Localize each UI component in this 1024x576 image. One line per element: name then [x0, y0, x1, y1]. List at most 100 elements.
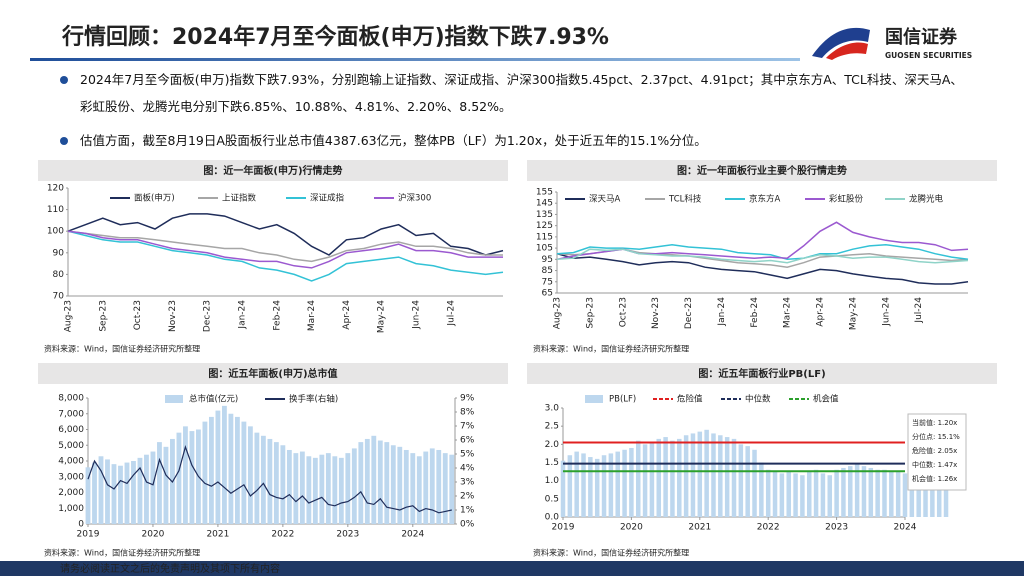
bar: [371, 435, 377, 524]
bar: [868, 467, 874, 517]
bar: [377, 440, 383, 524]
bar: [338, 457, 344, 524]
bar: [397, 446, 403, 524]
x-tick-label: Nov-23: [651, 297, 661, 329]
bar: [403, 449, 409, 524]
line: [556, 243, 969, 261]
bar: [267, 438, 273, 524]
y-tick-label: 4,000: [58, 457, 84, 467]
y2-tick-label: 6%: [460, 436, 475, 446]
y-tick-label: 105: [536, 244, 553, 254]
y2-tick-label: 5%: [460, 450, 475, 460]
bar: [916, 471, 921, 517]
bar: [697, 431, 703, 517]
bar: [364, 438, 370, 524]
y-tick-label: 7,000: [58, 409, 84, 419]
x-tick-label: Jul-24: [446, 300, 456, 327]
bar: [332, 456, 338, 524]
bar: [124, 462, 130, 524]
bar: [827, 475, 833, 517]
bar: [786, 471, 791, 517]
line: [67, 230, 504, 282]
x-tick-label: Aug-23: [64, 300, 74, 332]
bar: [574, 451, 579, 517]
bar: [312, 457, 318, 524]
annotation: 危险值: 2.05x: [912, 446, 957, 455]
annotation: 机会值: 1.26x: [912, 474, 957, 483]
logo-name: 国信证券: [885, 26, 958, 48]
legend-label: 总市值(亿元): [189, 394, 238, 405]
y-tick-label: 100: [47, 227, 64, 237]
bar: [848, 466, 853, 517]
bar: [813, 469, 819, 517]
bar: [92, 462, 97, 524]
bar: [943, 473, 949, 517]
panel-title-bg: [38, 160, 508, 181]
x-tick-label: 2019: [552, 523, 575, 533]
panel-title-bg: [38, 363, 508, 384]
title-rule: [30, 58, 800, 61]
bar: [649, 442, 655, 517]
bar: [622, 449, 627, 517]
logo-sub: GUOSEN SECURITIES: [885, 51, 972, 60]
bar: [861, 466, 867, 517]
x-tick-label: Dec-23: [684, 297, 694, 329]
annotation: 当前值: 1.20x: [912, 418, 957, 427]
bar: [765, 469, 771, 517]
legend-label: TCL科技: [668, 194, 702, 205]
bar: [690, 433, 696, 517]
bar: [875, 469, 880, 517]
line: [67, 230, 503, 263]
legend-label: PB(LF): [609, 395, 636, 405]
x-tick-label: Jul-24: [914, 297, 924, 324]
bar: [105, 459, 110, 524]
y-tick-label: 125: [536, 221, 553, 231]
x-tick-label: Jun-24: [412, 300, 422, 330]
bar: [384, 442, 390, 524]
x-tick-label: 2024: [894, 523, 917, 533]
bar: [131, 461, 136, 524]
bar: [772, 471, 778, 517]
bar: [286, 449, 292, 524]
y2-tick-label: 7%: [460, 422, 475, 432]
chart-title: 图：近一年面板行业主要个股行情走势: [677, 164, 847, 177]
chart-title: 图：近一年面板(申万)行情走势: [203, 164, 342, 177]
panel-title-bg: [527, 160, 997, 181]
legend-label: 京东方A: [749, 194, 781, 205]
bar: [228, 413, 234, 524]
line: [67, 230, 503, 269]
x-tick-label: Jan-24: [717, 297, 727, 327]
bar: [247, 426, 253, 524]
bar: [635, 440, 641, 517]
x-tick-label: Feb-24: [272, 300, 282, 331]
legend-label: 面板(申万): [134, 193, 175, 204]
x-tick-label: 2022: [271, 530, 294, 540]
x-tick-label: Nov-23: [168, 300, 178, 332]
y-tick-label: 6,000: [58, 425, 84, 435]
x-tick-label: 2023: [336, 530, 359, 540]
legend-label: 深天马A: [589, 195, 621, 205]
y2-tick-label: 2%: [460, 492, 475, 502]
bar: [189, 431, 195, 524]
legend-label: 机会值: [813, 394, 839, 405]
y-tick-label: 155: [536, 188, 553, 198]
bullet-dot: [60, 137, 68, 145]
y-tick-label: 2.0: [545, 440, 560, 450]
bar: [442, 453, 448, 524]
x-tick-label: 2023: [825, 523, 848, 533]
bar: [854, 464, 860, 517]
y-tick-label: 5,000: [58, 441, 84, 451]
legend-swatch: [585, 395, 603, 403]
bar: [629, 447, 634, 517]
bar: [176, 432, 182, 524]
x-tick-label: Jan-24: [238, 300, 248, 330]
bar: [902, 473, 908, 517]
bar: [731, 438, 737, 517]
bar: [711, 433, 716, 517]
bar: [358, 442, 364, 524]
bar: [806, 471, 812, 517]
bar: [85, 467, 91, 524]
y-tick-label: 0.0: [545, 513, 560, 523]
y-tick-label: 2,000: [58, 488, 84, 498]
